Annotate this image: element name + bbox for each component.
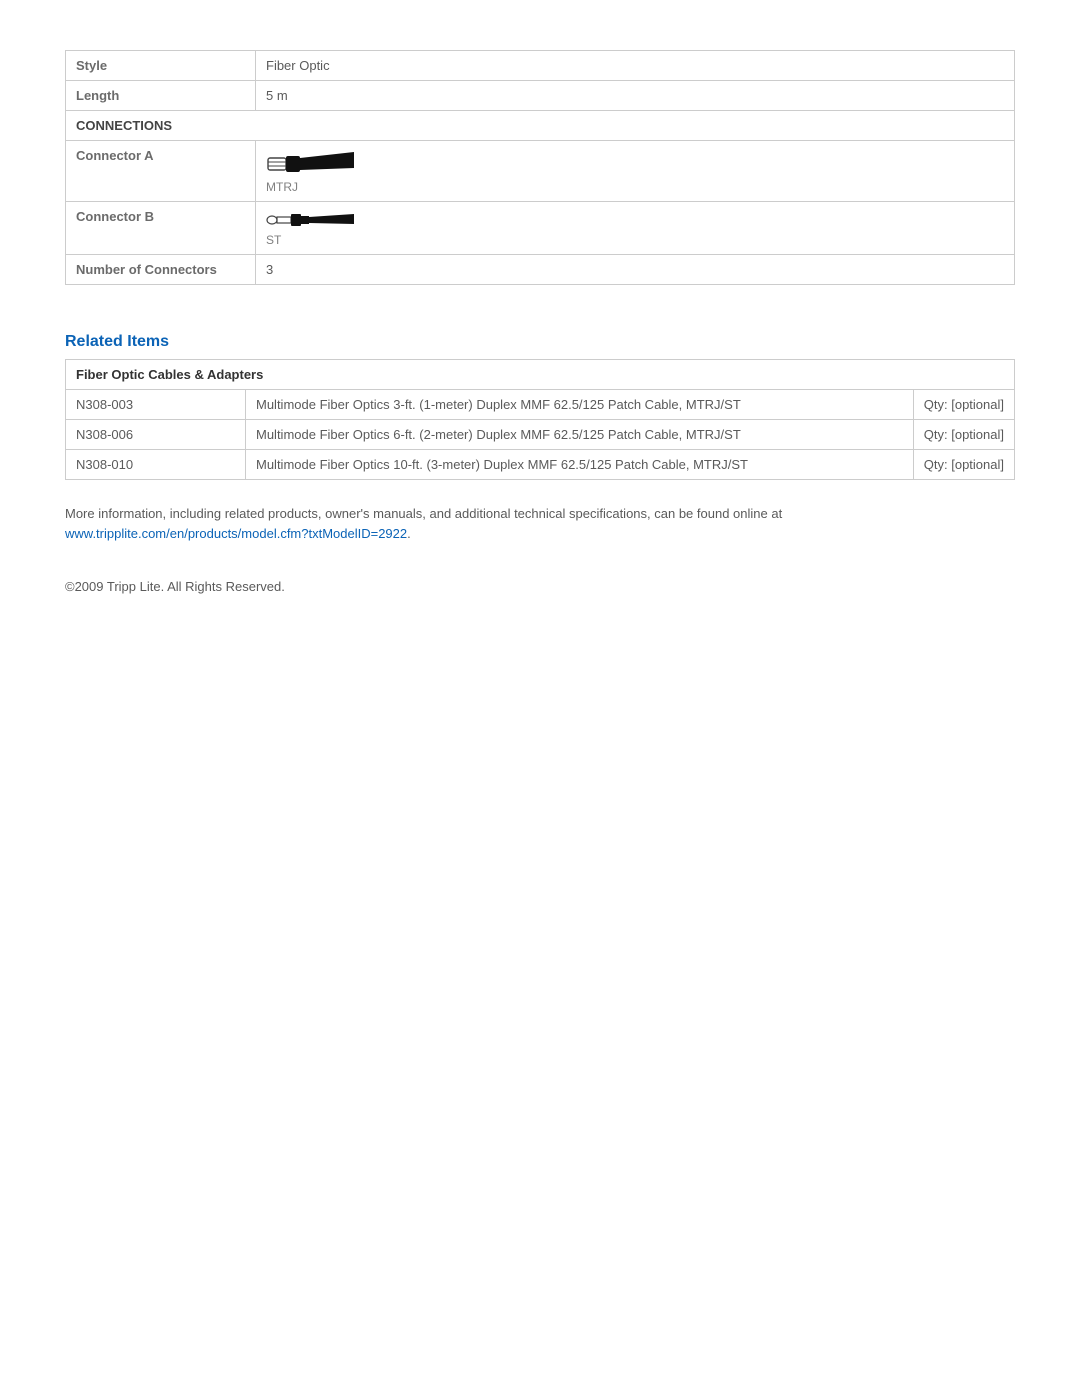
related-sku: N308-010 <box>66 450 246 480</box>
spec-value-connector-b: ST <box>256 202 1015 255</box>
spec-table: Style Fiber Optic Length 5 m CONNECTIONS… <box>65 50 1015 285</box>
link-trailer: . <box>407 526 411 541</box>
product-link[interactable]: www.tripplite.com/en/products/model.cfm?… <box>65 526 407 541</box>
related-items-table: Fiber Optic Cables & Adapters N308-003 M… <box>65 359 1015 480</box>
table-row: Number of Connectors 3 <box>66 255 1015 285</box>
related-items-heading: Related Items <box>65 333 1015 351</box>
table-row: Connector A MTRJ <box>66 141 1015 202</box>
spec-value-length: 5 m <box>256 81 1015 111</box>
table-row: Style Fiber Optic <box>66 51 1015 81</box>
spec-label-num-connectors: Number of Connectors <box>66 255 256 285</box>
spec-value-num-connectors: 3 <box>256 255 1015 285</box>
mtrj-connector-icon <box>266 148 356 178</box>
copyright-text: ©2009 Tripp Lite. All Rights Reserved. <box>65 579 1015 594</box>
related-sku: N308-003 <box>66 390 246 420</box>
related-qty: Qty: [optional] <box>913 450 1014 480</box>
related-desc: Multimode Fiber Optics 10-ft. (3-meter) … <box>246 450 914 480</box>
st-connector-icon <box>266 209 356 231</box>
spec-label-connector-b: Connector B <box>66 202 256 255</box>
table-row: Fiber Optic Cables & Adapters <box>66 360 1015 390</box>
table-row: N308-006 Multimode Fiber Optics 6-ft. (2… <box>66 420 1015 450</box>
table-row: Connector B ST <box>66 202 1015 255</box>
spec-label-style: Style <box>66 51 256 81</box>
table-row: Length 5 m <box>66 81 1015 111</box>
connector-a-code: MTRJ <box>266 180 1004 194</box>
spec-value-connector-a: MTRJ <box>256 141 1015 202</box>
spec-value-style: Fiber Optic <box>256 51 1015 81</box>
table-row: N308-010 Multimode Fiber Optics 10-ft. (… <box>66 450 1015 480</box>
table-row: CONNECTIONS <box>66 111 1015 141</box>
related-desc: Multimode Fiber Optics 3-ft. (1-meter) D… <box>246 390 914 420</box>
page-content: Style Fiber Optic Length 5 m CONNECTIONS… <box>0 0 1080 594</box>
related-desc: Multimode Fiber Optics 6-ft. (2-meter) D… <box>246 420 914 450</box>
table-row: N308-003 Multimode Fiber Optics 3-ft. (1… <box>66 390 1015 420</box>
more-info-text: More information, including related prod… <box>65 504 1015 543</box>
spec-label-connector-a: Connector A <box>66 141 256 202</box>
related-sku: N308-006 <box>66 420 246 450</box>
related-qty: Qty: [optional] <box>913 420 1014 450</box>
related-group-header: Fiber Optic Cables & Adapters <box>66 360 1015 390</box>
connector-b-code: ST <box>266 233 1004 247</box>
related-qty: Qty: [optional] <box>913 390 1014 420</box>
more-info-prefix: More information, including related prod… <box>65 506 782 521</box>
spec-section-connections: CONNECTIONS <box>66 111 1015 141</box>
spec-label-length: Length <box>66 81 256 111</box>
